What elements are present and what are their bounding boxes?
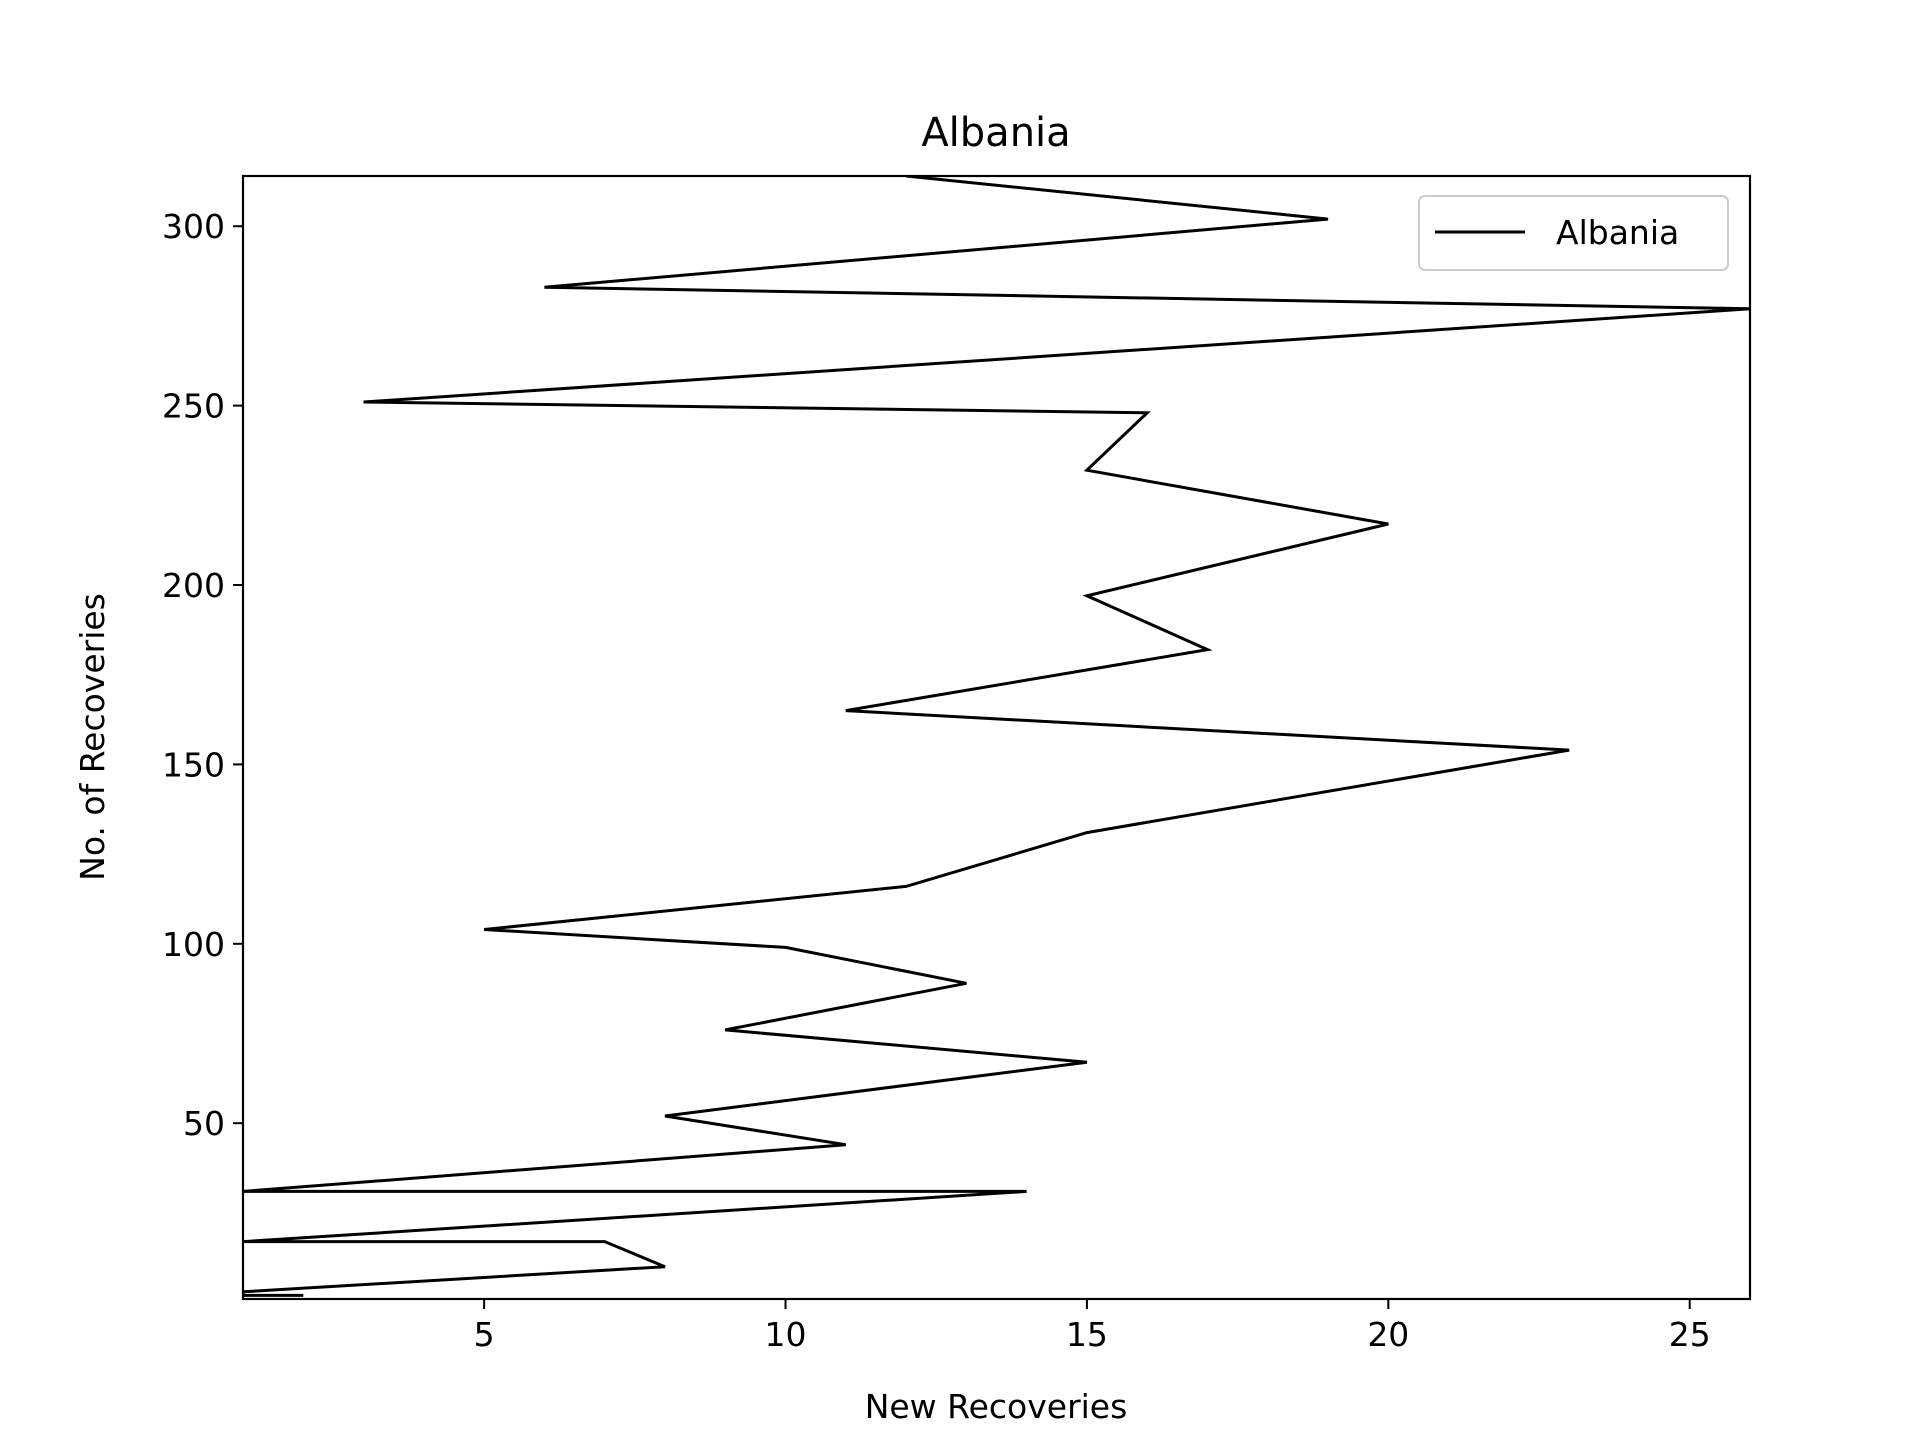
- y-tick-label: 250: [162, 387, 225, 426]
- series-layer: [243, 176, 1750, 1297]
- y-axis-label: No. of Recoveries: [73, 593, 112, 881]
- legend: Albania: [1418, 195, 1729, 271]
- plot-frame: [241, 174, 1752, 1301]
- legend-box: [1418, 195, 1729, 271]
- x-tick-label: 10: [765, 1315, 807, 1354]
- x-tick-label: 5: [474, 1315, 495, 1354]
- y-axis-ticks: 50 100 150 200 250 300: [162, 207, 243, 1143]
- y-tick-label: 50: [183, 1104, 225, 1143]
- x-tick-label: 15: [1066, 1315, 1108, 1354]
- x-axis-label: New Recoveries: [865, 1387, 1128, 1426]
- y-tick-label: 150: [162, 745, 225, 784]
- x-axis-ticks: 5 10 15 20 25: [474, 1299, 1711, 1354]
- y-tick-label: 200: [162, 566, 225, 605]
- plot-area: [241, 174, 1752, 1301]
- legend-label-albania: Albania: [1556, 213, 1679, 252]
- series-line-albania: [243, 176, 1750, 1297]
- x-tick-label: 20: [1367, 1315, 1409, 1354]
- y-tick-label: 100: [162, 925, 225, 964]
- x-tick-label: 25: [1669, 1315, 1711, 1354]
- y-tick-label: 300: [162, 207, 225, 246]
- chart-title: Albania: [921, 110, 1070, 156]
